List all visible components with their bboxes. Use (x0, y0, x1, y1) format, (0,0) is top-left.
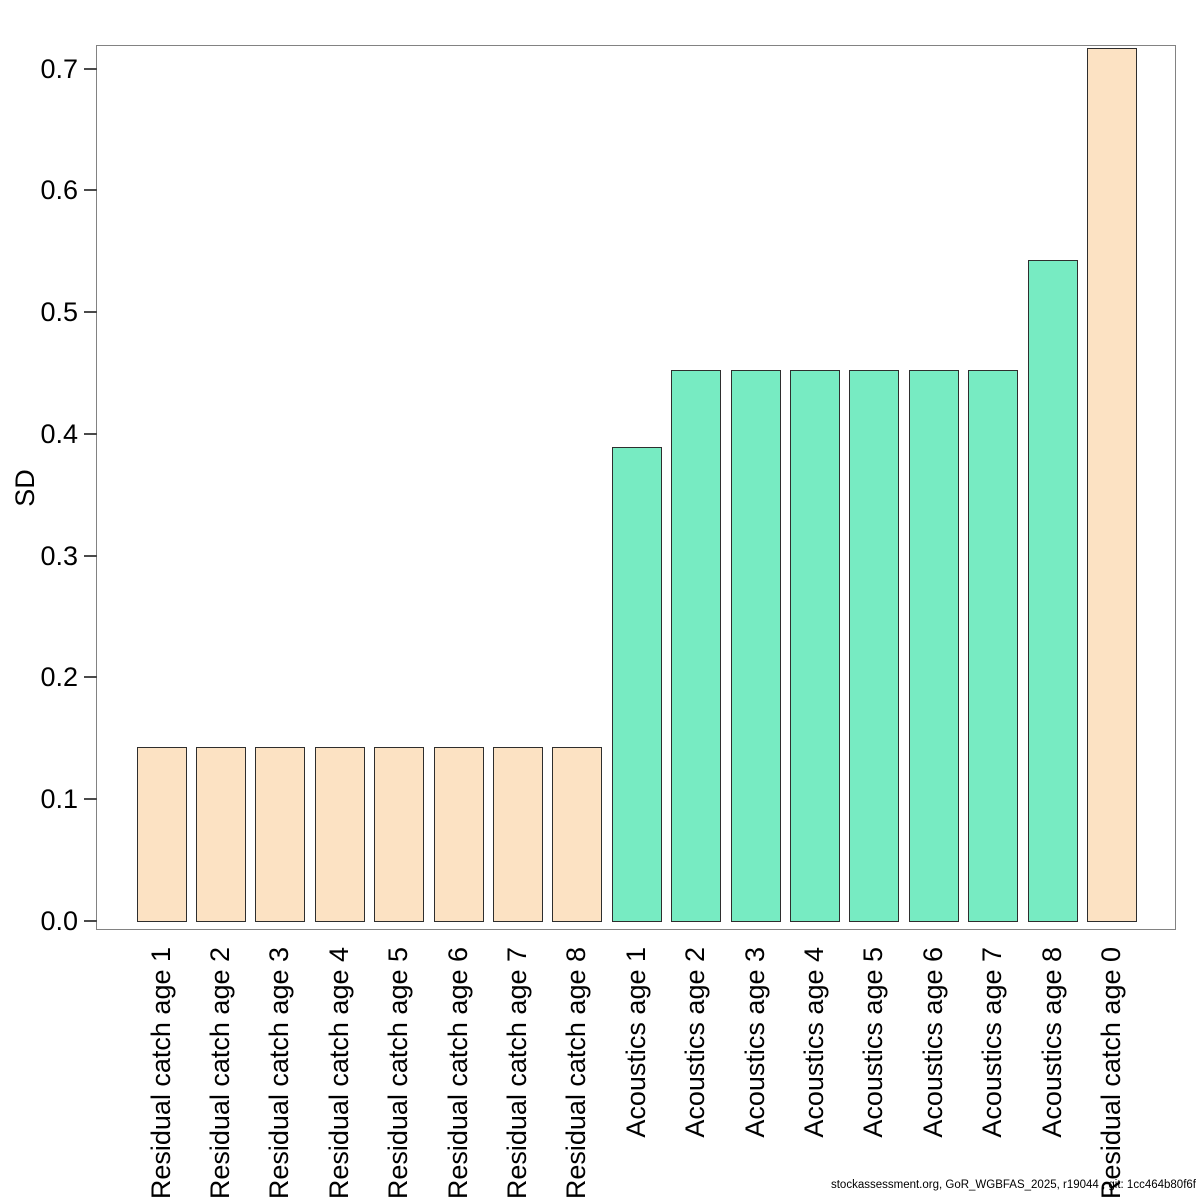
y-axis-tick (84, 432, 97, 435)
y-axis-tick (84, 67, 97, 70)
bar-residual-catch-age-5 (374, 746, 425, 922)
y-axis-tick (84, 919, 97, 922)
x-axis-tick-label: Residual catch age 7 (501, 947, 532, 1200)
x-axis-tick-label: Residual catch age 5 (383, 947, 414, 1200)
bar-residual-catch-age-7 (492, 746, 543, 922)
x-axis-tick-label: Residual catch age 3 (264, 947, 295, 1200)
x-axis-tick-label: Acoustics age 4 (798, 947, 829, 1138)
bar-acoustics-age-3 (730, 370, 781, 922)
bar-residual-catch-age-3 (255, 746, 306, 922)
bar-acoustics-age-1 (611, 447, 662, 922)
y-axis-tick-label: 0.5 (40, 297, 78, 328)
bar-residual-catch-age-1 (136, 746, 187, 922)
x-axis-tick-label: Residual catch age 2 (204, 947, 235, 1200)
bar-residual-catch-age-6 (433, 746, 484, 922)
x-axis-tick-label: Acoustics age 6 (917, 947, 948, 1138)
y-axis-tick-label: 0.6 (40, 175, 78, 206)
y-axis-tick (84, 798, 97, 801)
bar-acoustics-age-2 (671, 370, 722, 922)
footer-note: stockassessment.org, GoR_WGBFAS_2025, r1… (830, 1179, 1196, 1191)
x-axis-tick-label: Residual catch age 8 (561, 947, 592, 1200)
bar-acoustics-age-7 (968, 370, 1019, 922)
x-axis-tick-label: Acoustics age 2 (680, 947, 711, 1138)
plot-area (96, 45, 1176, 930)
x-axis-tick-label: Residual catch age 1 (145, 947, 176, 1200)
y-axis-tick (84, 189, 97, 192)
x-axis-tick-label: Acoustics age 7 (977, 947, 1008, 1138)
y-axis-tick-label: 0.1 (40, 784, 78, 815)
x-axis-tick-label: Acoustics age 1 (620, 947, 651, 1138)
bar-acoustics-age-4 (789, 370, 840, 922)
x-axis-tick-label: Acoustics age 3 (739, 947, 770, 1138)
y-axis-tick (84, 554, 97, 557)
y-axis-tick-label: 0.0 (40, 905, 78, 936)
bar-residual-catch-age-4 (314, 746, 365, 922)
y-axis-tick-label: 0.4 (40, 418, 78, 449)
x-axis-tick-label: Residual catch age 6 (442, 947, 473, 1200)
x-axis-tick-label: Residual catch age 0 (1095, 947, 1126, 1200)
y-axis-tick (84, 311, 97, 314)
bar-acoustics-age-6 (908, 370, 959, 922)
bar-residual-catch-age-0 (1086, 47, 1137, 922)
bar-acoustics-age-8 (1027, 259, 1078, 922)
bar-residual-catch-age-8 (552, 746, 603, 922)
y-axis-tick (84, 676, 97, 679)
y-axis-tick-label: 0.3 (40, 540, 78, 571)
bar-acoustics-age-5 (849, 370, 900, 922)
x-axis-tick-label: Acoustics age 5 (858, 947, 889, 1138)
x-axis-tick-label: Residual catch age 4 (323, 947, 354, 1200)
y-axis-tick-label: 0.2 (40, 662, 78, 693)
x-axis-tick-label: Acoustics age 8 (1036, 947, 1067, 1138)
y-axis-tick-label: 0.7 (40, 53, 78, 84)
bar-residual-catch-age-2 (195, 746, 246, 922)
